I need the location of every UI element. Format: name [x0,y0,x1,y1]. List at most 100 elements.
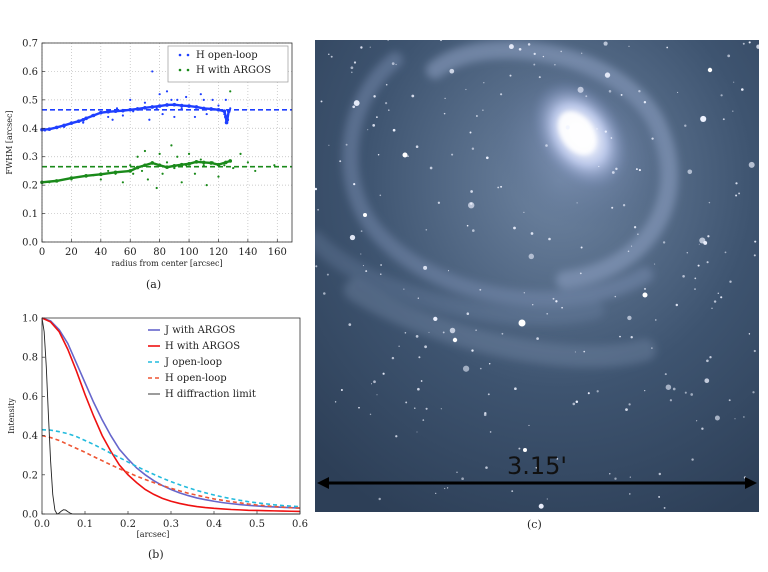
star [658,495,661,498]
star [315,265,318,268]
star [729,280,732,283]
star [439,40,443,42]
star [518,447,521,450]
star [556,457,559,460]
intensity-legend: J with ARGOS H with ARGOS J open-loop H ope… [148,325,256,400]
star [360,46,363,49]
star-field [315,40,759,509]
star [603,41,608,46]
star [627,250,630,253]
star [596,390,599,393]
star [748,161,755,168]
star [677,91,679,93]
fwhm-series [40,70,276,190]
star [385,102,388,105]
star [696,420,698,422]
star [497,186,500,189]
scatter-point-argos [114,172,117,175]
star [604,72,611,78]
scatter-point-open-loop [185,95,188,99]
star [625,408,628,411]
star [643,101,647,104]
fwhm-legend: H open-loop H with ARGOS [167,45,289,83]
star [536,337,539,340]
star [414,407,416,409]
star [581,52,583,54]
star [518,47,522,51]
scatter-point-open-loop [165,90,169,93]
star [672,387,676,391]
star [658,472,662,476]
star [328,53,330,56]
scatter-point-open-loop [121,114,124,117]
star [391,62,395,65]
star [748,333,751,335]
scatter-point-argos [217,175,220,178]
star [698,243,700,245]
star [528,253,535,260]
scatter-point-argos [185,164,188,167]
scatter-point-argos [161,172,164,175]
star [609,473,611,475]
star [701,427,704,430]
scatter-point-argos [273,164,276,167]
star [423,265,428,270]
star [651,137,654,140]
scatter-point-argos [85,175,88,178]
bright-star [363,213,367,217]
fwhm-x-tick-label: 40 [94,247,107,258]
star [611,171,615,174]
scatter-point-argos [232,166,235,170]
star [508,44,514,50]
scatter-point-open-loop [62,125,66,128]
star [380,264,383,266]
trend-point-open-loop [194,105,199,109]
star [376,116,378,118]
star [380,273,382,275]
star [429,166,433,170]
star [449,68,455,74]
star [315,187,318,191]
star [475,115,478,117]
star [713,300,717,303]
star [620,93,623,96]
trend-point-open-loop [224,115,228,119]
scale-label: 3.15' [507,452,567,480]
star [387,40,389,41]
star [348,323,352,326]
star [367,129,369,131]
trend-point-open-loop [201,106,206,111]
star [596,128,598,130]
legend-label-h-diffraction-limit: H diffraction limit [165,389,256,400]
star [523,292,525,294]
star [320,100,323,103]
star [447,270,450,272]
legend-marker-open-loop [178,53,182,57]
star [686,251,689,254]
star [684,391,687,394]
star [664,373,667,376]
caption-c: (c) [527,518,542,531]
star [714,415,720,421]
star [699,237,706,244]
intensity-y-tick-label: 0.8 [22,353,38,364]
star [694,277,697,280]
scatter-point-open-loop [170,98,173,101]
star [533,63,536,66]
star [360,253,362,255]
star [500,93,503,96]
star [398,345,400,347]
star [422,419,425,421]
scatter-point-argos [193,172,197,175]
star [479,288,482,291]
scatter-point-argos [151,161,154,164]
star [404,332,407,334]
trend-point-open-loop [216,108,221,112]
scatter-point-open-loop [229,107,232,110]
scatter-point-open-loop [132,110,135,113]
star [552,297,555,300]
trend-point-open-loop [121,108,125,113]
star [449,327,456,334]
legend-label-open-loop: H open-loop [196,50,258,61]
star [738,192,741,195]
